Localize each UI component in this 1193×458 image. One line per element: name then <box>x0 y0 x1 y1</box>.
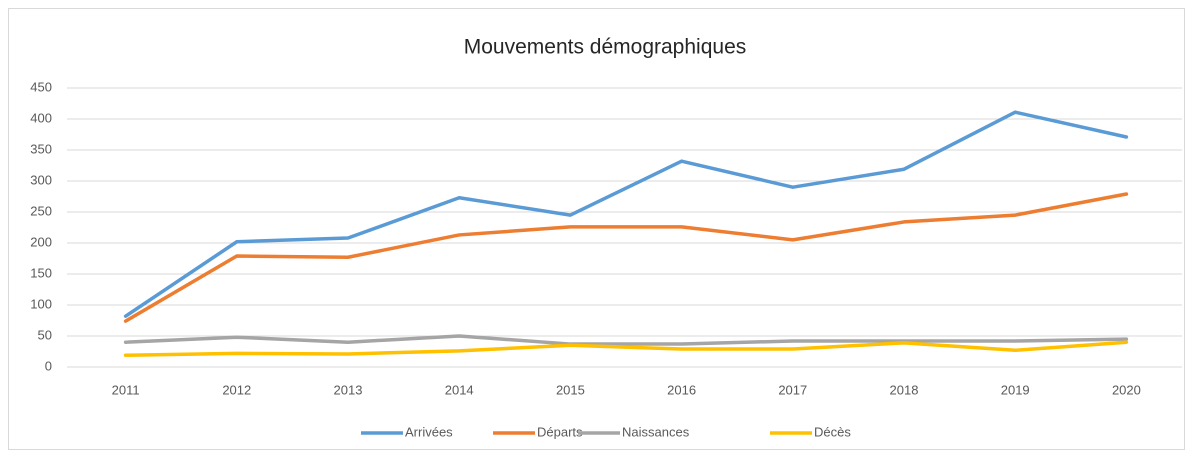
x-tick-label: 2019 <box>1001 382 1030 397</box>
y-tick-label: 200 <box>30 234 52 249</box>
x-tick-label: 2018 <box>890 382 919 397</box>
x-tick-label: 2011 <box>112 382 140 397</box>
x-tick-label: 2014 <box>445 382 474 397</box>
x-tick-label: 2016 <box>667 382 696 397</box>
y-tick-label: 350 <box>30 141 52 156</box>
y-tick-label: 100 <box>30 296 52 311</box>
legend-label: Décès <box>814 424 851 439</box>
y-tick-label: 50 <box>38 327 52 342</box>
y-tick-label: 250 <box>30 203 52 218</box>
x-tick-label: 2020 <box>1112 382 1141 397</box>
y-tick-label: 300 <box>30 172 52 187</box>
x-tick-label: 2013 <box>334 382 363 397</box>
y-tick-label: 450 <box>30 79 52 94</box>
series-line <box>123 334 1129 346</box>
series-line <box>123 192 1129 323</box>
x-tick-label: 2017 <box>778 382 807 397</box>
x-tick-label: 2015 <box>556 382 585 397</box>
chart-title: Mouvements démographiques <box>464 36 747 59</box>
series-line <box>123 110 1129 318</box>
series-line <box>123 340 1129 357</box>
y-tick-label: 400 <box>30 110 52 125</box>
x-tick-label: 2012 <box>222 382 251 397</box>
legend-label: Arrivées <box>405 424 453 439</box>
chart-border <box>8 8 1185 450</box>
y-tick-label: 0 <box>45 358 52 373</box>
legend-label: Départs <box>537 424 583 439</box>
y-tick-label: 150 <box>30 265 52 280</box>
legend-label: Naissances <box>622 424 690 439</box>
